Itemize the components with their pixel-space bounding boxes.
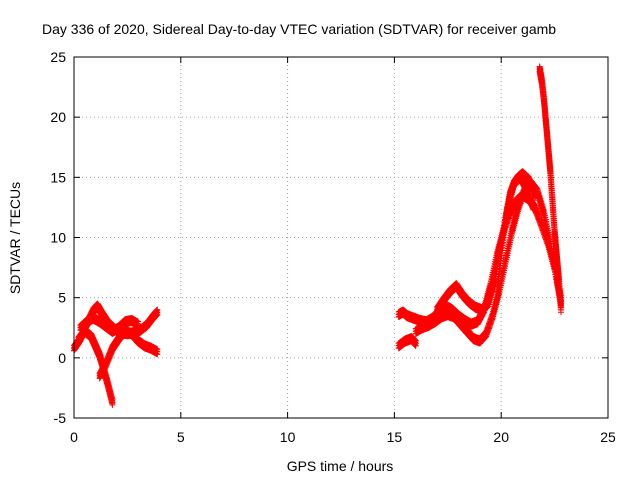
series-sat-j [536, 63, 565, 316]
series-sat-g [412, 177, 565, 347]
chart-title: Day 336 of 2020, Sidereal Day-to-day VTE… [42, 21, 556, 37]
series-sat-c [77, 312, 142, 337]
data-point-marker [135, 323, 142, 330]
series-sat-b [75, 325, 116, 408]
data-points [71, 63, 565, 408]
data-point-marker [154, 311, 161, 318]
grid [74, 57, 608, 418]
series-sat-d [96, 325, 161, 382]
data-point-marker [109, 401, 116, 408]
